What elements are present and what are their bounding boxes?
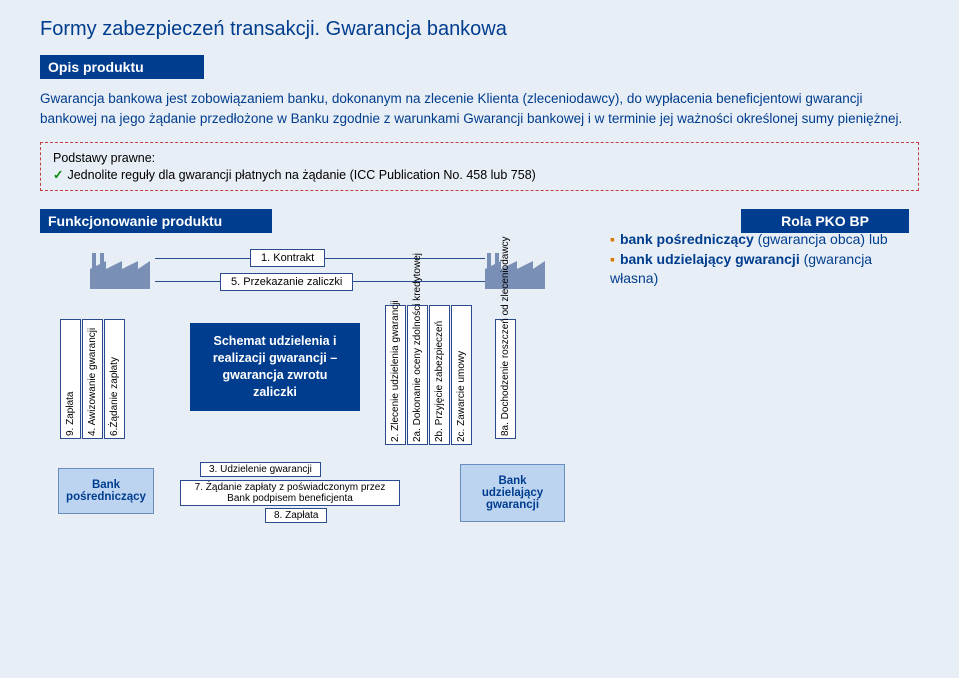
schema-title: Schemat udzielenia i realizacji gwarancj… [190, 323, 360, 411]
role-2-bold: bank udzielający gwarancji [620, 251, 800, 267]
legal-basis-header: Podstawy prawne: [53, 151, 906, 165]
vgroup-mid: 2. Zlecenie udzielenia gwarancji 2a. Dok… [385, 305, 473, 445]
page-title: Formy zabezpieczeń transakcji. Gwarancja… [40, 18, 919, 41]
section-funkcjonowanie: Funkcjonowanie produktu [40, 209, 272, 233]
legal-basis-box: Podstawy prawne: ✓ Jednolite reguły dla g… [40, 142, 919, 191]
role-item-1: ▪ bank pośredniczący (gwarancja obca) lub [610, 230, 920, 250]
step-8-zaplata: 8. Zapłata [265, 508, 327, 523]
step-2b-zabezpieczen: 2b. Przyjęcie zabezpieczeń [429, 305, 450, 445]
role-1-normal: (gwarancja obca) lub [754, 231, 888, 247]
step-9-zaplata: 9. Zapłata [60, 319, 81, 439]
section-opis-produktu: Opis produktu [40, 55, 204, 79]
step-przekazanie: 5. Przekazanie zaliczki [220, 273, 353, 291]
bank-posredniczacy: Bank pośredniczący [58, 468, 154, 514]
step-kontrakt: 1. Kontrakt [250, 249, 325, 267]
legal-basis-item: ✓ Jednolite reguły dla gwarancji płatnych… [53, 167, 906, 182]
role-1-bold: bank pośredniczący [620, 231, 754, 247]
step-8a-roszczen: 8a. Dochodzenie roszczeń od zleceniodawc… [495, 319, 516, 439]
step-3-udzielenie: 3. Udzielenie gwarancji [200, 462, 321, 477]
diagram: 1. Kontrakt 5. Przekazanie zaliczki 9. Z… [40, 249, 919, 539]
step-7-zadanie: 7. Żądanie zapłaty z poświadczonym przez… [180, 480, 400, 506]
step-2a-ocena: 2a. Dokonanie oceny zdolności kredytowej [407, 305, 428, 445]
legal-basis-text: Jednolite reguły dla gwarancji płatnych … [67, 168, 535, 182]
step-2-zlecenie: 2. Zlecenie udzielenia gwarancji [385, 305, 406, 445]
factory-icon-right [485, 251, 545, 289]
bank-udzielajacy: Bank udzielający gwarancji [460, 464, 565, 522]
step-4-awizowanie: 4. Awizowanie gwarancji [82, 319, 103, 439]
vgroup-right: 8a. Dochodzenie roszczeń od zleceniodawc… [495, 319, 517, 439]
factory-icon-left [90, 251, 150, 289]
role-item-2: ▪bank udzielający gwarancji (gwarancja w… [610, 250, 920, 289]
vgroup-left: 9. Zapłata 4. Awizowanie gwarancji 6.Żąd… [60, 319, 126, 439]
step-2c-umowa: 2c. Zawarcie umowy [451, 305, 472, 445]
product-description: Gwarancja bankowa jest zobowiązaniem ban… [40, 89, 919, 128]
step-6-zadanie: 6.Żądanie zapłaty [104, 319, 125, 439]
bullet-icon: ▪ [610, 251, 615, 267]
role-list: ▪ bank pośredniczący (gwarancja obca) lub… [610, 230, 920, 289]
check-icon: ✓ [53, 168, 63, 182]
bullet-icon: ▪ [610, 231, 615, 247]
